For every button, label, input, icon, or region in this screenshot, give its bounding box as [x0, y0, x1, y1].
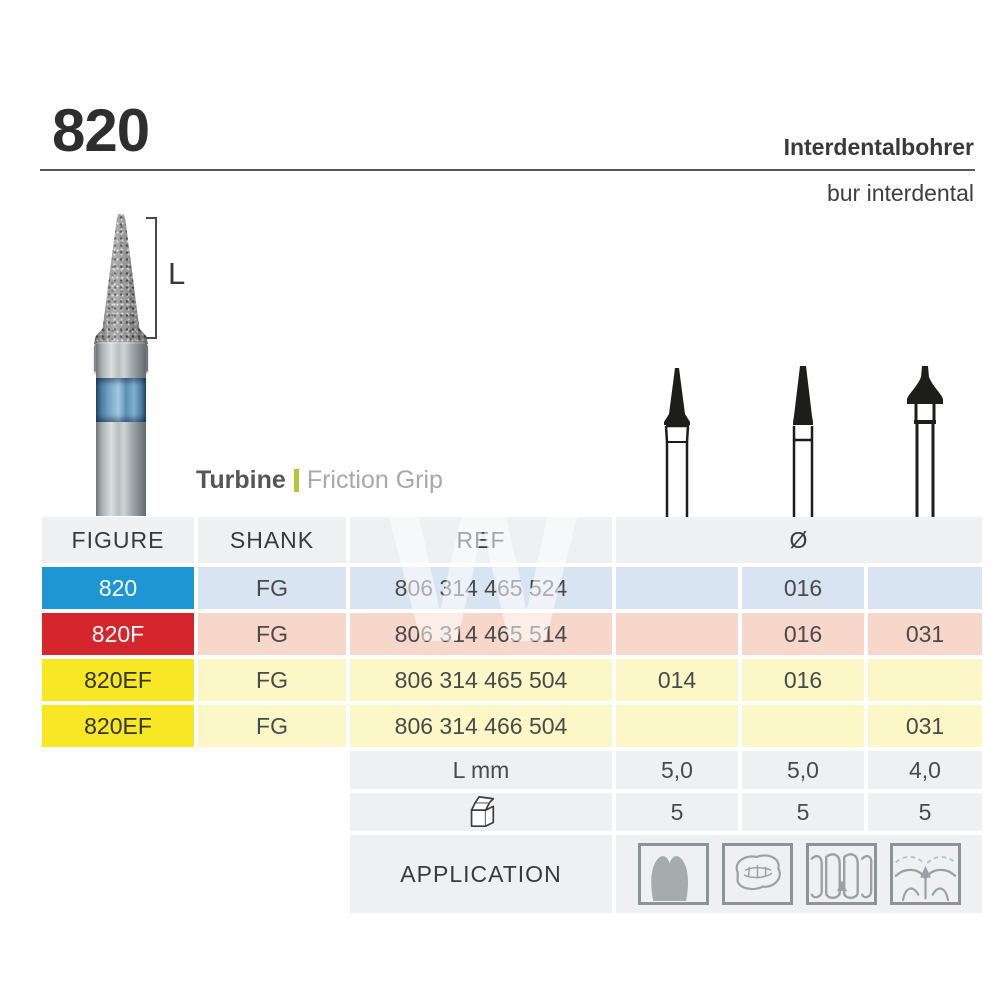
shank-type-subtitle: Turbine Friction Grip: [196, 466, 443, 495]
length-label: L: [168, 256, 186, 291]
length-bracket-bottom-tick: [146, 337, 157, 339]
blue-grit-band: [96, 378, 146, 422]
column-header-figure: FIGURE: [42, 517, 194, 563]
package-row-label: [350, 793, 612, 831]
column-header-ref: REF: [350, 517, 612, 563]
ref-cell: 806 314 465 524: [350, 567, 612, 609]
diameter-cell: 031: [868, 613, 982, 655]
bur-silhouette-031-icon: [907, 366, 943, 517]
package-icon: [470, 796, 495, 828]
diameter-cell: 016: [742, 567, 864, 609]
green-separator-bar: [293, 469, 299, 492]
ref-cell: 806 314 465 514: [350, 613, 612, 655]
length-row-label: L mm: [350, 751, 612, 789]
header-divider: [40, 169, 975, 171]
diameter-cell: [868, 659, 982, 701]
shank-cell: FG: [198, 659, 346, 701]
product-title-english: bur interdental: [826, 180, 974, 206]
subtitle-friction-grip: Friction Grip: [306, 466, 443, 494]
shank-cell: FG: [198, 705, 346, 747]
diameter-cell: [742, 705, 864, 747]
column-header-diameter: Ø: [616, 517, 982, 563]
occlusal-surface-icon: [721, 843, 793, 905]
tooth-crown-icon: [637, 843, 709, 905]
diameter-cell: [616, 613, 738, 655]
length-bracket: [155, 217, 157, 339]
length-bracket-top-tick: [146, 217, 157, 219]
diameter-cell: 016: [742, 613, 864, 655]
application-icons: [616, 835, 982, 913]
page-title: 820: [52, 97, 150, 164]
diameter-cell: 014: [616, 659, 738, 701]
figure-badge-820: 820: [42, 567, 194, 609]
interdental-front-icon: [805, 843, 877, 905]
bur-product-photo: [94, 214, 148, 516]
ref-cell: 806 314 465 504: [350, 659, 612, 701]
column-header-shank: SHANK: [198, 517, 346, 563]
diameter-cell: 031: [868, 705, 982, 747]
bur-silhouette-014-icon: [664, 368, 690, 517]
figure-badge-820EF: 820EF: [42, 659, 194, 701]
spec-table: FIGURE SHANK REF Ø 820 FG 806 314 465 52…: [42, 517, 982, 913]
pack-qty-value: 5: [742, 793, 864, 831]
interdental-gum-icon: [889, 843, 961, 905]
figure-badge-820EF: 820EF: [42, 705, 194, 747]
bur-shank: [96, 344, 146, 516]
diamond-tip: [94, 214, 148, 344]
length-value: 4,0: [868, 751, 982, 789]
length-value: 5,0: [742, 751, 864, 789]
figure-badge-820F: 820F: [42, 613, 194, 655]
bur-silhouette-016-icon: [792, 366, 814, 517]
ref-cell: 806 314 466 504: [350, 705, 612, 747]
diameter-cell: [868, 567, 982, 609]
length-value: 5,0: [616, 751, 738, 789]
product-title-german: Interdentalbohrer: [783, 134, 974, 160]
subtitle-turbine: Turbine: [196, 466, 286, 494]
pack-qty-value: 5: [616, 793, 738, 831]
diameter-cell: [616, 567, 738, 609]
application-row-label: APPLICATION: [350, 835, 612, 913]
diameter-cell: [616, 705, 738, 747]
diameter-cell: 016: [742, 659, 864, 701]
shank-cell: FG: [198, 567, 346, 609]
pack-qty-value: 5: [868, 793, 982, 831]
shank-cell: FG: [198, 613, 346, 655]
